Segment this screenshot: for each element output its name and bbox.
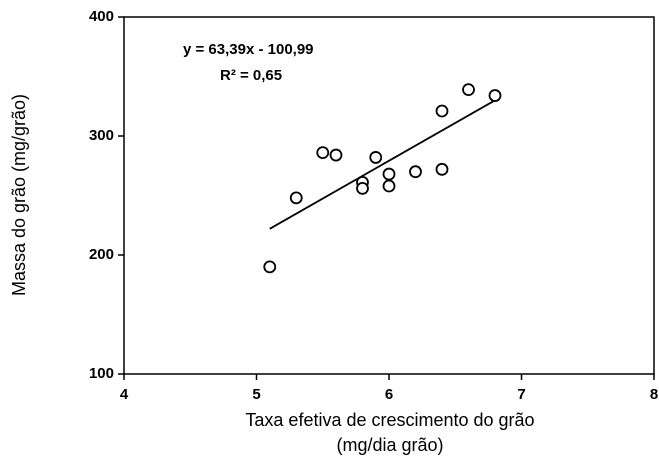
y-tick-label: 400 xyxy=(89,8,114,25)
point xyxy=(316,146,330,160)
x-tick-label: 4 xyxy=(120,386,129,403)
y-tick-label: 100 xyxy=(89,365,114,382)
x-axis-label: Taxa efetiva de crescimento do grão xyxy=(245,410,534,430)
y-axis-label: Massa do grão (mg/grão) xyxy=(9,94,29,296)
point xyxy=(382,167,396,181)
x-tick-label: 5 xyxy=(252,386,260,403)
plot-frame xyxy=(123,16,655,375)
y-tick-label: 200 xyxy=(89,246,114,263)
point xyxy=(329,148,343,162)
point xyxy=(435,162,449,176)
x-tick-label: 6 xyxy=(385,386,393,403)
trendline xyxy=(269,99,496,230)
point xyxy=(382,179,396,193)
x-tick-label: 8 xyxy=(650,386,658,403)
r-squared: R² = 0,65 xyxy=(220,67,282,84)
point xyxy=(435,104,449,118)
equation: y = 63,39x - 100,99 xyxy=(183,41,314,58)
point xyxy=(356,181,369,195)
x-axis-label: (mg/dia grão) xyxy=(336,435,443,455)
x-tick-label: 7 xyxy=(517,386,525,403)
point xyxy=(263,260,277,274)
point xyxy=(488,89,502,102)
y-tick-label: 300 xyxy=(89,127,114,144)
point xyxy=(289,191,303,205)
point xyxy=(369,151,383,164)
point xyxy=(462,83,475,96)
point xyxy=(409,165,422,179)
